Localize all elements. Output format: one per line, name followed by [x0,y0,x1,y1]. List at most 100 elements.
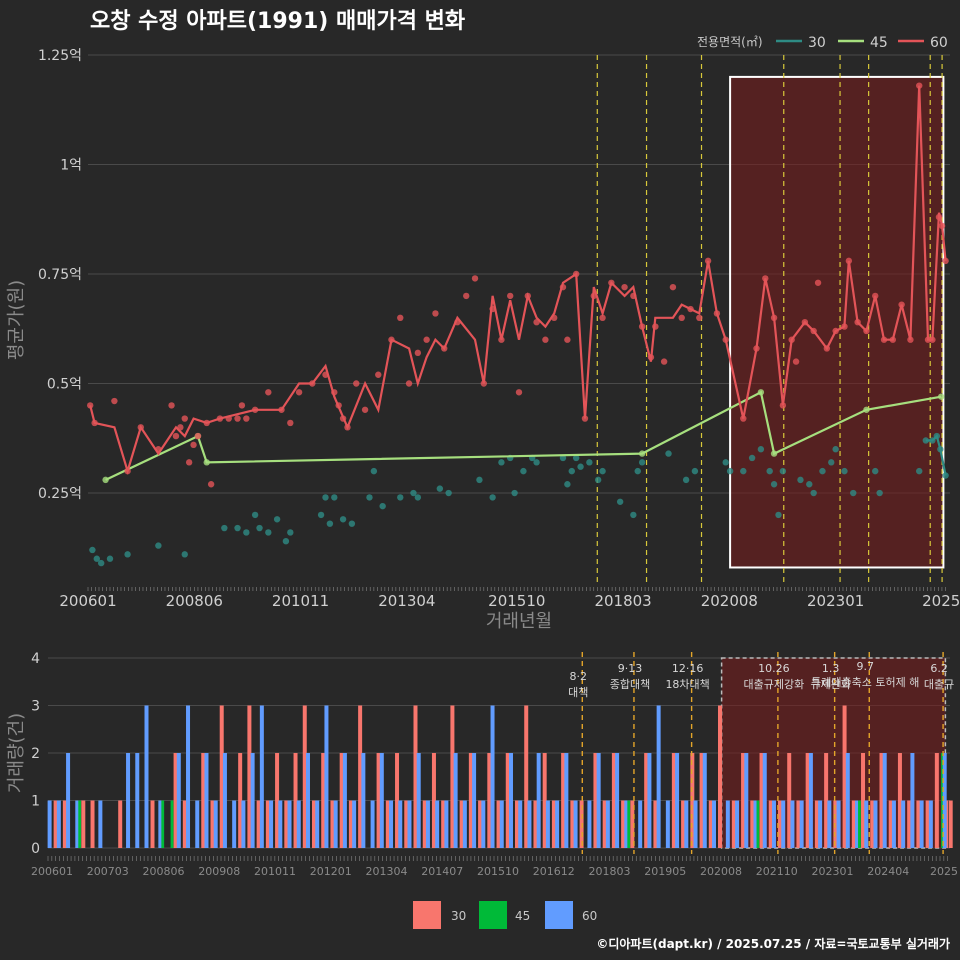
bar-60-32 [361,753,366,848]
bar-30-39 [431,753,436,848]
ytick-label-0: 0.25억 [38,486,82,502]
policy-label-b-4: 규제완화 [810,678,850,691]
point-60-79 [792,358,800,365]
bar-30-43 [468,753,473,848]
point-30-23 [370,467,378,475]
bar-30-35 [395,753,400,848]
bar-30-24 [293,753,298,848]
bar-60-74 [762,753,767,848]
bar-60-50 [527,800,532,848]
bar-60-19 [241,800,246,848]
bar-ytick-label-2: 2 [31,746,40,762]
bar-60-53 [555,800,560,848]
legend-label-60: 60 [930,35,948,51]
point-45-7 [938,393,945,400]
bar-30-48 [514,800,519,848]
point-30-54 [726,467,734,475]
bar-30-52 [551,800,556,848]
point-30-46 [616,498,624,505]
bar-60-36 [398,800,403,848]
point-60-32 [361,406,369,413]
bar-xtick-label-8: 201510 [477,865,519,878]
point-60-35 [397,314,404,322]
point-60-43 [471,275,479,282]
bar-30-30 [348,800,353,848]
point-30-47 [630,511,637,519]
bar-60-87 [882,753,887,848]
point-30-14 [282,537,290,545]
bar-60-89 [901,800,906,848]
point-30-28 [436,485,444,492]
bar-30-60 [630,800,635,848]
bar-60-91 [919,800,924,848]
bar-45-84 [858,800,861,848]
policy-label-b-3: 대출규제강화 [744,678,805,691]
bar-30-65 [681,800,686,848]
point-30-26 [410,489,417,497]
bar-60-26 [305,753,310,848]
xtick-label-6: 202008 [701,592,758,610]
bar-60-76 [781,800,786,848]
policy-label-a-2: 12·16 [672,662,704,675]
bar-60-9 [144,705,149,848]
bar-30-28 [330,800,335,848]
bar-30-34 [385,800,390,848]
xtick-label-2: 201011 [272,592,329,610]
point-30-53 [722,459,729,466]
point-30-18 [326,520,334,527]
policy-label-b-0: 대책 [568,686,588,699]
point-30-61 [779,467,787,475]
point-30-55 [740,467,747,475]
point-60-47 [507,292,514,300]
bar-60-28 [324,705,329,848]
point-30-59 [770,481,778,488]
bar-30-59 [621,800,626,848]
bar-30-94 [948,800,953,848]
bar-60-61 [638,800,643,848]
bar-60-14 [195,800,200,848]
point-30-69 [850,489,857,497]
bar-60-0 [47,800,52,848]
point-30-19 [331,494,338,501]
point-30-25 [397,494,404,501]
point-30-63 [806,481,813,488]
point-60-65 [660,358,668,365]
bar-30-70 [731,800,736,848]
bar-60-66 [684,800,689,848]
bar-60-12 [176,753,181,848]
bar-60-52 [545,800,550,848]
point-60-54 [564,336,571,343]
point-30-49 [638,459,646,466]
bar-30-84 [861,753,866,848]
bar-30-41 [450,705,455,848]
bar-45-60 [627,800,631,848]
xtick-label-0: 200601 [59,592,116,610]
legend-box-label-60: 60 [582,909,597,923]
bar-30-76 [787,753,792,848]
point-60-42 [463,292,470,300]
bar-30-77 [796,800,801,848]
point-30-6 [181,551,188,558]
bar-30-14 [201,753,206,848]
point-60-11 [190,441,197,449]
policy-label-b-5: 특례대출축소 토허제 해 [811,675,919,689]
bar-30-22 [275,753,280,848]
bottom-legend: 30 45 60 [413,901,597,929]
bar-60-75 [771,800,776,848]
point-60-14 [207,481,215,488]
point-30-71 [876,489,883,497]
point-60-12 [194,432,202,440]
point-60-51 [542,336,549,343]
point-30-62 [797,476,804,484]
point-30-58 [766,467,773,475]
point-30-3 [106,555,114,562]
bar-xtick-label-16: 2025 [930,865,958,878]
point-60-17 [234,415,241,422]
bar-60-88 [891,800,896,848]
bar-30-26 [311,800,316,848]
point-30-37 [533,459,540,466]
bar-60-40 [435,800,440,848]
point-60-24 [295,389,303,396]
policy-label-a-4: 1.3 [822,662,840,675]
legend-label-45: 45 [870,35,888,51]
